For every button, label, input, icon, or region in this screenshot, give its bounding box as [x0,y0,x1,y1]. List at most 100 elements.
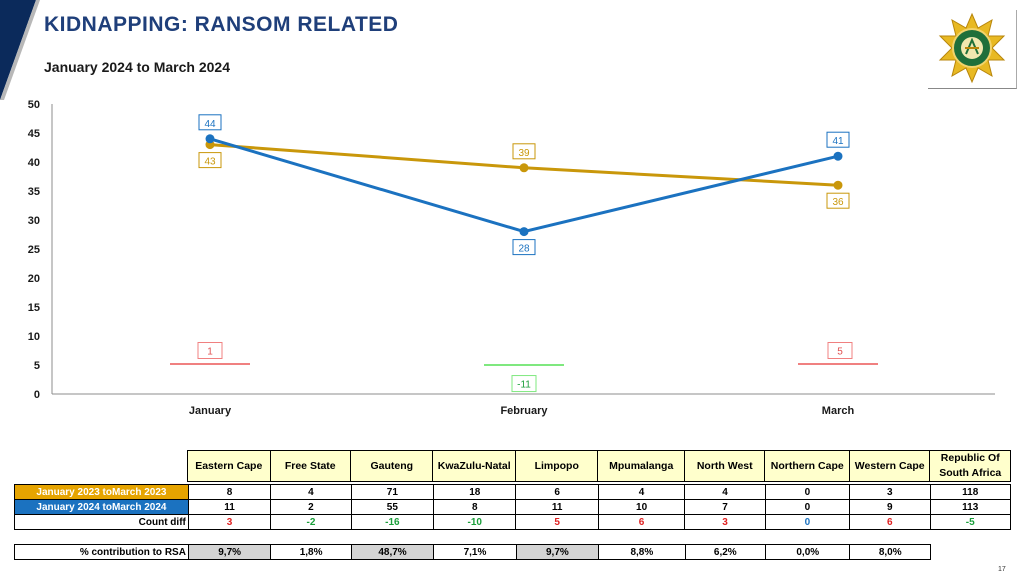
cell: 11 [515,499,599,515]
y-tick-label: 25 [28,244,40,256]
cell: 1,8% [270,544,352,560]
x-tick-label: March [822,405,855,417]
diff-label: 1 [207,347,213,358]
table-row: Count diff 3 -2 -16 -10 5 6 3 0 6 -5 [14,514,1011,530]
diff-label-box [511,375,537,393]
total-header: Republic Of South Africa [929,450,1011,482]
police-emblem [928,10,1017,89]
y-tick-label: 10 [28,331,40,343]
row-label-2023: January 2023 toMarch 2023 [14,484,189,500]
cell: 4 [684,484,766,500]
cell: 55 [350,499,435,515]
diff-bar [484,364,564,366]
diff-cell: 3 [684,514,766,530]
diff-label-box [827,342,853,359]
province-header: Limpopo [514,450,599,482]
y-tick-label: 20 [28,273,40,285]
cell: 4 [270,484,352,500]
corner-decoration [0,0,40,100]
cell: 8 [433,499,517,515]
data-label: 43 [204,157,216,168]
province-header: Free State [269,450,351,482]
cell: 9,7% [515,544,600,560]
data-label-box [512,239,536,256]
province-header-table: Eastern Cape Free State Gauteng KwaZulu-… [187,450,1011,482]
diff-cell: -2 [270,514,352,530]
contribution-table: % contribution to RSA 9,7% 1,8% 48,7% 7,… [14,544,931,560]
cell: 10 [597,499,686,515]
cell: 118 [929,484,1011,500]
cell: 3 [849,484,931,500]
data-label-box [198,152,222,169]
cell: 8,8% [598,544,686,560]
row-label-2024: January 2024 toMarch 2024 [14,499,189,515]
y-tick-label: 0 [34,389,40,401]
cell: 6 [515,484,599,500]
cell: 8,0% [849,544,931,560]
page-subtitle: January 2024 to March 2024 [44,59,230,75]
cell: 71 [350,484,435,500]
contribution-label: % contribution to RSA [14,544,189,560]
province-header: Mpumalanga [597,450,685,482]
y-tick-label: 50 [28,99,40,111]
data-label: 41 [832,136,844,147]
x-tick-label: February [500,405,548,417]
cell: 0 [764,484,851,500]
cell: 11 [187,499,272,515]
diff-cell: 0 [764,514,851,530]
data-point [205,134,215,144]
cell: 9,7% [187,544,272,560]
y-tick-label: 40 [28,157,40,169]
cell: 0,0% [765,544,851,560]
diff-cell: 5 [515,514,599,530]
cell: 113 [929,499,1011,515]
diff-bar [798,363,878,365]
data-point [833,180,843,190]
cell: 0 [764,499,851,515]
data-point [519,163,529,173]
cell: 9 [849,499,931,515]
counts-table: January 2023 toMarch 2023 8 4 71 18 6 4 … [14,484,1011,530]
diff-cell: 6 [849,514,931,530]
province-header: Northern Cape [764,450,850,482]
row-label-diff: Count diff [14,514,189,530]
province-header: Western Cape [848,450,931,482]
province-header: KwaZulu-Natal [432,450,516,482]
y-tick-label: 35 [28,186,40,198]
diff-cell: 3 [187,514,272,530]
cell: 48,7% [350,544,435,560]
y-tick-label: 5 [34,360,40,372]
table-row: % contribution to RSA 9,7% 1,8% 48,7% 7,… [14,544,931,560]
diff-cell: -5 [929,514,1011,530]
diff-cell: -16 [350,514,435,530]
page-title: KIDNAPPING: RANSOM RELATED [44,13,399,36]
cell: 18 [433,484,517,500]
diff-bar [170,363,250,365]
data-label-box [826,192,850,209]
diff-cell: -10 [433,514,517,530]
table-row: January 2023 toMarch 2023 8 4 71 18 6 4 … [14,484,1011,500]
province-header: North West [683,450,766,482]
data-point [519,227,529,237]
province-header: Eastern Cape [187,450,271,482]
data-label-box [198,114,222,131]
data-label: 28 [518,244,530,255]
y-tick-label: 45 [28,128,40,140]
y-tick-label: 15 [28,302,40,314]
x-tick-label: January [189,405,232,417]
diff-label: 5 [837,347,843,358]
cell: 7 [684,499,766,515]
data-label-box [512,143,536,160]
data-point [833,151,843,161]
diff-label-box [197,342,223,359]
cell: 7,1% [433,544,517,560]
page-number: 17 [998,566,1006,573]
cell: 2 [270,499,352,515]
data-label: 39 [518,148,530,159]
cell: 8 [187,484,272,500]
data-label: 44 [204,119,216,130]
y-tick-label: 30 [28,215,40,227]
cell: 4 [597,484,686,500]
province-header: Gauteng [349,450,434,482]
